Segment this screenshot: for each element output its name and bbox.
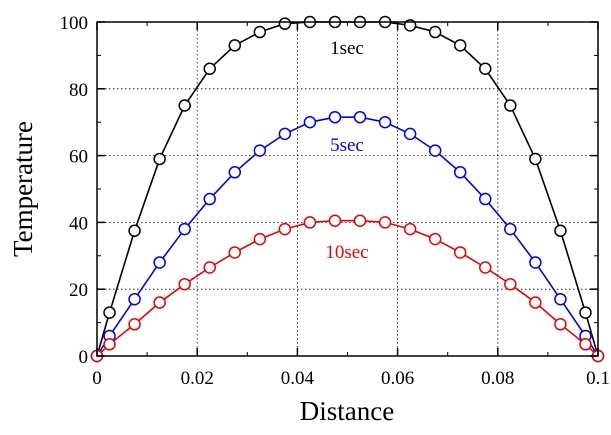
- data-point: [353, 214, 367, 227]
- data-point: [203, 62, 216, 76]
- y-tick-label: 60: [69, 147, 88, 168]
- data-point: [303, 216, 317, 229]
- y-axis-title: Temperature: [8, 121, 38, 257]
- data-point: [479, 62, 492, 76]
- series-label-1sec: 1sec: [330, 38, 364, 59]
- grid-lines: [97, 22, 598, 356]
- data-point: [453, 246, 467, 259]
- series-line: [96, 21, 599, 357]
- data-point: [228, 246, 242, 259]
- data-point: [453, 39, 467, 52]
- data-point: [529, 296, 542, 309]
- data-point: [103, 306, 116, 319]
- data-point: [579, 306, 592, 319]
- data-point: [128, 224, 141, 237]
- series-label-10sec: 10sec: [325, 242, 368, 263]
- data-point: [253, 232, 267, 246]
- data-point: [178, 277, 191, 291]
- series-10sec: [90, 214, 605, 363]
- y-tick-label: 0: [79, 347, 89, 368]
- data-point: [353, 110, 367, 124]
- data-point: [529, 152, 542, 166]
- data-point: [278, 127, 292, 141]
- series-1sec: [90, 15, 605, 363]
- x-tick-label: 0.02: [181, 368, 214, 389]
- data-point: [579, 338, 592, 351]
- x-tick-label: 0.08: [481, 368, 514, 389]
- data-point: [554, 224, 567, 237]
- data-point: [428, 25, 442, 39]
- series-line: [96, 116, 599, 357]
- data-point: [428, 232, 442, 246]
- data-point: [403, 222, 417, 236]
- data-point: [378, 115, 392, 129]
- data-point: [453, 166, 467, 179]
- data-point: [253, 144, 267, 157]
- data-point: [153, 296, 166, 309]
- data-point: [378, 216, 392, 229]
- data-point: [228, 166, 242, 179]
- y-tick-label: 100: [60, 13, 89, 34]
- data-point: [504, 99, 517, 112]
- data-point: [554, 318, 567, 331]
- data-point: [428, 144, 442, 157]
- data-point: [504, 277, 517, 291]
- series-label-5sec: 5sec: [330, 135, 364, 156]
- data-point: [479, 192, 492, 206]
- data-point: [403, 127, 417, 141]
- data-point: [278, 222, 292, 236]
- data-point: [178, 222, 191, 236]
- y-tick-label: 80: [69, 80, 88, 101]
- data-point: [328, 214, 342, 227]
- data-point: [103, 338, 116, 351]
- x-tick-label: 0.06: [381, 368, 414, 389]
- tick-labels: 0 0.02 0.04 0.06 0.08 0.1 0 20 40 60 80 100: [60, 13, 610, 389]
- data-point: [178, 99, 191, 112]
- data-point: [303, 115, 317, 129]
- data-point: [128, 292, 141, 306]
- data-point: [253, 25, 267, 39]
- data-point: [554, 292, 567, 306]
- x-tick-label: 0.1: [586, 368, 610, 389]
- data-point: [504, 222, 517, 236]
- series-line: [96, 219, 599, 357]
- data-point: [278, 17, 292, 30]
- data-point: [479, 261, 492, 274]
- data-point: [153, 256, 166, 269]
- data-point: [153, 152, 166, 166]
- series-layer: [90, 15, 605, 363]
- data-point: [228, 39, 242, 52]
- data-point: [203, 261, 216, 274]
- data-point: [128, 318, 141, 331]
- axis-ticks: [96, 21, 599, 357]
- plot-frame: [96, 21, 599, 357]
- x-tick-label: 0.04: [281, 368, 315, 389]
- y-tick-label: 20: [69, 280, 88, 301]
- y-tick-label: 40: [69, 213, 88, 234]
- data-point: [203, 192, 216, 206]
- x-axis-title: Distance: [300, 396, 394, 426]
- data-point: [328, 110, 342, 124]
- data-point: [529, 256, 542, 269]
- x-tick-label: 0: [92, 368, 102, 389]
